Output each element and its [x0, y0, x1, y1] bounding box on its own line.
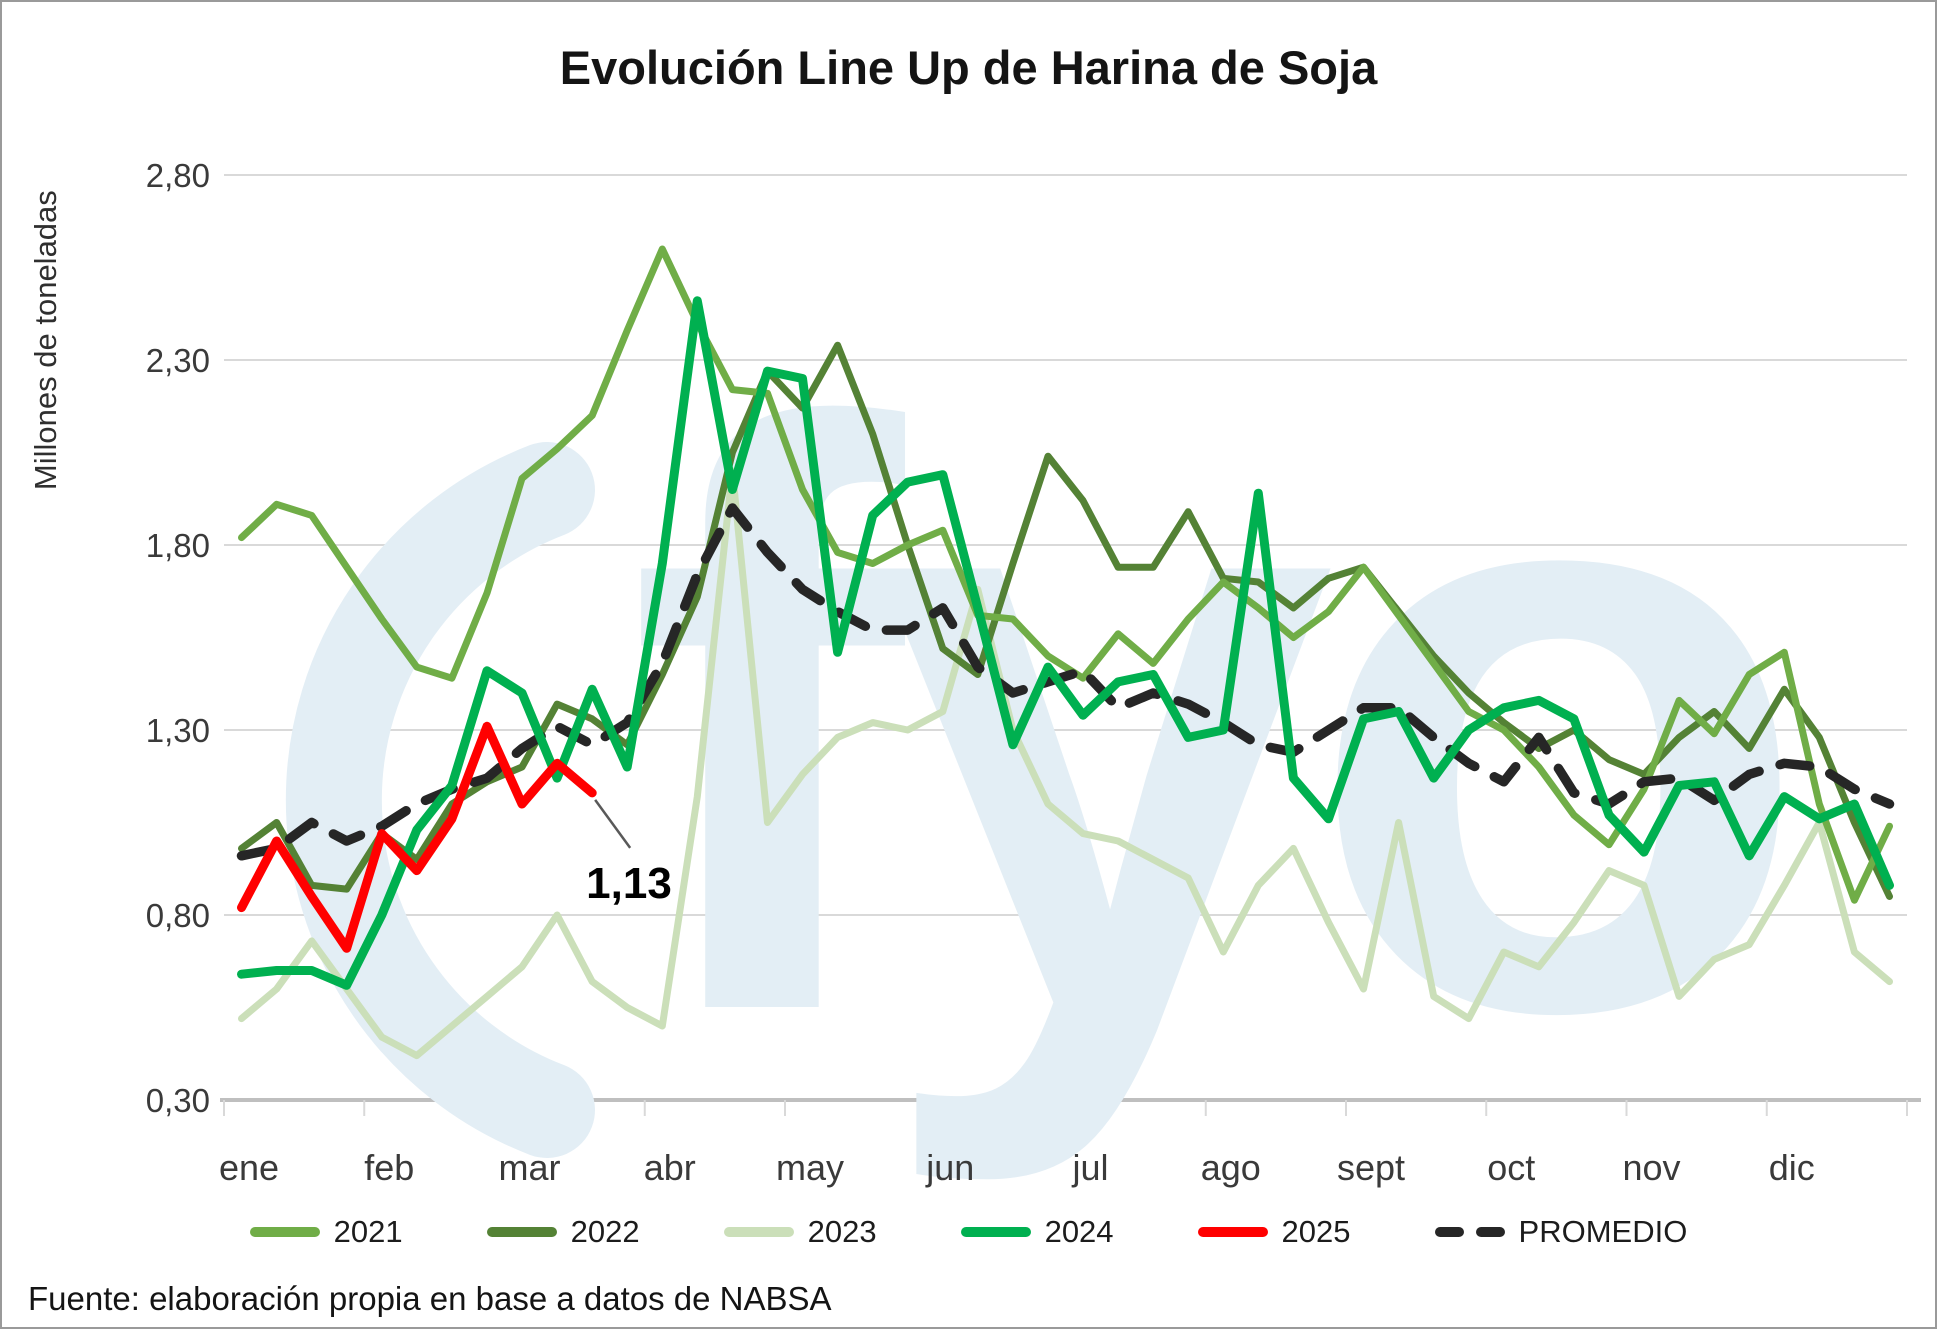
month-label-nov: nov [1622, 1147, 1681, 1188]
legend-label-promedio: PROMEDIO [1518, 1214, 1688, 1249]
month-label-ene: ene [218, 1147, 280, 1188]
legend-swatch-2024 [960, 1227, 1031, 1237]
source-note: Fuente: elaboración propia en base a dat… [28, 1280, 832, 1317]
legend-swatch-promedio [1434, 1227, 1505, 1237]
legend-label-2025: 2025 [1281, 1214, 1351, 1249]
fyo-watermark: fyo [285, 256, 1815, 1189]
legend-item-promedio: PROMEDIO [1434, 1214, 1688, 1250]
series-line-promedio [236, 503, 1895, 861]
month-label-jun: jun [926, 1147, 975, 1188]
chart-legend: 2021 2022 2023 2024 2025 PROMEDIO [2, 1214, 1935, 1250]
legend-item-2021: 2021 [249, 1214, 403, 1250]
month-label-may: may [775, 1147, 844, 1188]
series-line-2022 [238, 341, 1893, 900]
series-line-2023 [238, 467, 1893, 1060]
y-tick-label: 1,80 [145, 527, 210, 564]
month-label-mar: mar [498, 1147, 561, 1188]
series-line-2025 [237, 721, 597, 953]
legend-item-2022: 2022 [486, 1214, 640, 1250]
y-tick-label: 0,30 [145, 1082, 210, 1119]
legend-label-2023: 2023 [807, 1214, 877, 1249]
series-line-2021 [238, 245, 1893, 904]
legend-swatch-2022 [486, 1227, 557, 1237]
month-label-feb: feb [364, 1147, 415, 1188]
y-tick-label: 0,80 [145, 897, 210, 934]
legend-item-2025: 2025 [1197, 1214, 1351, 1250]
month-label-dic: dic [1768, 1147, 1815, 1188]
month-label-abr: abr [643, 1147, 696, 1188]
legend-swatch-2021 [249, 1227, 320, 1237]
legend-item-2023: 2023 [723, 1214, 877, 1250]
annotation-value-label: 1,13 [586, 859, 672, 908]
month-label-jul: jul [1072, 1147, 1109, 1188]
month-label-ago: ago [1200, 1147, 1261, 1188]
legend-swatch-2023 [723, 1227, 794, 1237]
legend-label-2021: 2021 [333, 1214, 403, 1249]
legend-label-2024: 2024 [1044, 1214, 1114, 1249]
annotation-leader-line [594, 799, 632, 849]
y-tick-label: 1,30 [145, 712, 210, 749]
series-line-2024 [237, 296, 1894, 990]
month-label-sept: sept [1336, 1147, 1406, 1188]
watermark-arc [285, 442, 595, 1158]
legend-label-2022: 2022 [570, 1214, 640, 1249]
y-tick-label: 2,80 [145, 157, 210, 194]
chart-title: Evolución Line Up de Harina de Soja [559, 41, 1378, 94]
month-label-oct: oct [1487, 1147, 1536, 1188]
legend-swatch-2025 [1197, 1227, 1268, 1237]
legend-item-2024: 2024 [960, 1214, 1114, 1250]
y-tick-label: 2,30 [145, 342, 210, 379]
